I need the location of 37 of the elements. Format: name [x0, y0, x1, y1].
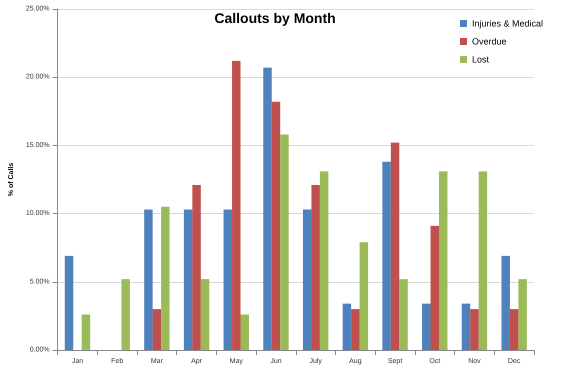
legend-label: Lost	[472, 54, 490, 64]
bar	[200, 279, 210, 350]
bar	[399, 279, 408, 350]
bar	[64, 256, 74, 350]
legend-label: Injuries & Medical	[472, 18, 543, 28]
bar	[121, 279, 130, 350]
bar	[478, 171, 488, 350]
bar	[470, 309, 479, 350]
bar	[501, 256, 510, 350]
legend-label: Overdue	[472, 36, 506, 46]
bar	[360, 242, 368, 350]
bar	[263, 68, 272, 350]
bar	[311, 184, 320, 350]
bar	[462, 304, 470, 350]
bar	[422, 304, 431, 350]
bar	[390, 142, 400, 350]
bar	[82, 314, 90, 350]
bar	[518, 279, 527, 350]
bar	[184, 210, 192, 350]
bar	[280, 134, 289, 350]
bar	[144, 210, 153, 350]
bar	[342, 304, 352, 350]
bar	[224, 210, 232, 350]
bar	[272, 102, 280, 350]
bar	[240, 314, 249, 350]
bar	[152, 309, 162, 350]
bar	[430, 226, 439, 350]
bar	[438, 171, 448, 350]
bar	[161, 206, 170, 350]
bar	[192, 184, 201, 350]
bar	[382, 162, 391, 350]
chart-title: Callouts by Month	[214, 10, 336, 26]
bar	[351, 309, 360, 350]
bar	[320, 171, 328, 350]
bar	[510, 309, 518, 350]
bar	[302, 210, 312, 350]
bar	[232, 60, 241, 350]
